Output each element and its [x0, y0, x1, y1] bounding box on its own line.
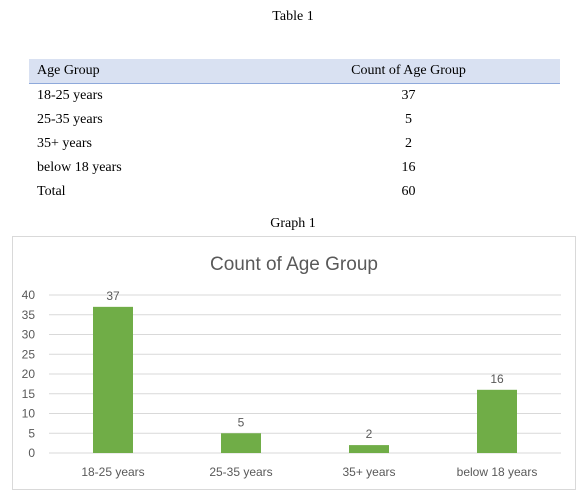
chart-title: Count of Age Group — [210, 254, 378, 275]
table-header-row: Age Group Count of Age Group — [29, 59, 560, 84]
x-axis-categories: 18-25 years 25-35 years 35+ years below 18 … — [81, 465, 537, 479]
row-value: 5 — [405, 112, 412, 127]
bar — [349, 445, 389, 453]
row-value: 37 — [401, 88, 416, 103]
row-label: 18-25 years — [37, 88, 103, 103]
row-label: 25-35 years — [37, 112, 103, 127]
x-category-label: below 18 years — [457, 465, 538, 479]
age-group-table: Age Group Count of Age Group 18-25 years… — [29, 59, 560, 204]
bar-chart-svg: Count of Age Group 0 5 10 15 20 25 30 35 40 37 5 2… — [22, 254, 561, 479]
row-value: 16 — [401, 160, 416, 175]
table-row: 25-35 years 5 — [29, 108, 560, 132]
y-tick-label: 10 — [22, 407, 36, 421]
y-tick-label: 20 — [22, 367, 36, 381]
y-tick-label: 40 — [22, 288, 36, 302]
graph-caption: Graph 1 — [270, 216, 316, 231]
row-label: below 18 years — [37, 160, 122, 175]
data-label: 2 — [366, 427, 373, 441]
table-total-row: Total 60 — [29, 180, 560, 204]
y-tick-label: 5 — [28, 426, 35, 440]
total-value: 60 — [401, 184, 416, 199]
y-axis-ticks: 0 5 10 15 20 25 30 35 40 — [22, 288, 36, 460]
x-category-label: 18-25 years — [81, 465, 144, 479]
data-label: 5 — [238, 415, 245, 429]
x-category-label: 25-35 years — [209, 465, 272, 479]
gridlines — [49, 294, 561, 454]
header-age-group: Age Group — [29, 59, 257, 84]
bar — [477, 389, 517, 453]
data-label: 37 — [106, 289, 120, 303]
y-tick-label: 25 — [22, 347, 36, 361]
bar-chart: Count of Age Group 0 5 10 15 20 25 30 35 40 37 5 2… — [12, 236, 576, 490]
bars — [93, 306, 517, 453]
row-value: 2 — [405, 136, 412, 151]
y-tick-label: 15 — [22, 387, 36, 401]
header-count: Count of Age Group — [257, 59, 560, 84]
table-row: below 18 years 16 — [29, 156, 560, 180]
row-label: 35+ years — [37, 136, 92, 151]
bar — [93, 306, 133, 453]
data-label: 16 — [490, 372, 504, 386]
x-category-label: 35+ years — [342, 465, 395, 479]
y-tick-label: 30 — [22, 328, 36, 342]
table-row: 35+ years 2 — [29, 132, 560, 156]
y-tick-label: 0 — [28, 446, 35, 460]
data-labels: 37 5 2 16 — [106, 289, 504, 441]
table-row: 18-25 years 37 — [29, 84, 560, 109]
table-caption: Table 1 — [272, 9, 314, 24]
bar — [221, 433, 261, 453]
y-tick-label: 35 — [22, 308, 36, 322]
total-label: Total — [37, 184, 66, 199]
